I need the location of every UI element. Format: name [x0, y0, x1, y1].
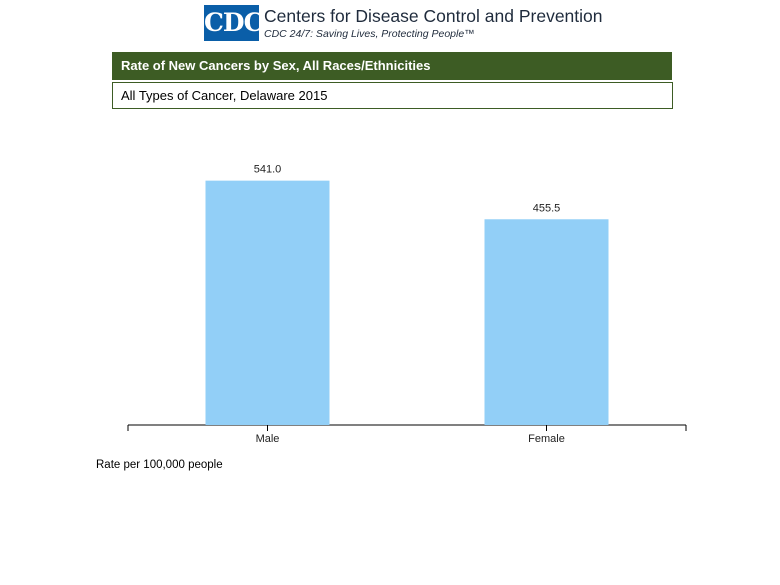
chart-subtitle: All Types of Cancer, Delaware 2015	[112, 82, 673, 109]
cdc-logo[interactable]: CDC	[204, 5, 263, 41]
bar-female[interactable]	[484, 219, 609, 425]
org-name: Centers for Disease Control and Preventi…	[264, 6, 603, 26]
chart-title: Rate of New Cancers by Sex, All Races/Et…	[112, 52, 672, 80]
rate-footnote: Rate per 100,000 people	[96, 459, 223, 471]
x-tick-label: Male	[256, 433, 280, 445]
data-label: 541.0	[254, 164, 282, 176]
bar-male[interactable]	[205, 180, 330, 425]
x-tick-label: Female	[528, 433, 565, 445]
org-block: Centers for Disease Control and Preventi…	[264, 6, 603, 41]
org-tagline: CDC 24/7: Saving Lives, Protecting Peopl…	[264, 28, 475, 40]
data-label: 455.5	[533, 202, 561, 214]
